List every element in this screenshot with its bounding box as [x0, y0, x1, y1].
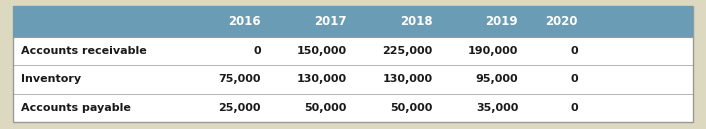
Text: 2017: 2017	[314, 15, 347, 28]
Text: Accounts receivable: Accounts receivable	[21, 46, 147, 56]
Text: 2016: 2016	[228, 15, 261, 28]
Bar	[13, 6, 693, 37]
Text: 150,000: 150,000	[297, 46, 347, 56]
Text: 225,000: 225,000	[382, 46, 433, 56]
Text: 50,000: 50,000	[304, 103, 347, 113]
Text: 95,000: 95,000	[476, 74, 518, 84]
Text: 2018: 2018	[400, 15, 433, 28]
Text: 2020: 2020	[546, 15, 578, 28]
Text: 0: 0	[570, 74, 578, 84]
Text: 130,000: 130,000	[383, 74, 433, 84]
Text: 35,000: 35,000	[476, 103, 518, 113]
Text: 75,000: 75,000	[218, 74, 261, 84]
Text: 0: 0	[570, 103, 578, 113]
Text: 0: 0	[253, 46, 261, 56]
Bar	[13, 6, 693, 122]
Text: 130,000: 130,000	[297, 74, 347, 84]
Text: 190,000: 190,000	[468, 46, 518, 56]
Text: 50,000: 50,000	[390, 103, 433, 113]
Text: 0: 0	[570, 46, 578, 56]
Text: 25,000: 25,000	[218, 103, 261, 113]
Text: 2019: 2019	[486, 15, 518, 28]
Text: Inventory: Inventory	[21, 74, 81, 84]
Text: Accounts payable: Accounts payable	[21, 103, 131, 113]
